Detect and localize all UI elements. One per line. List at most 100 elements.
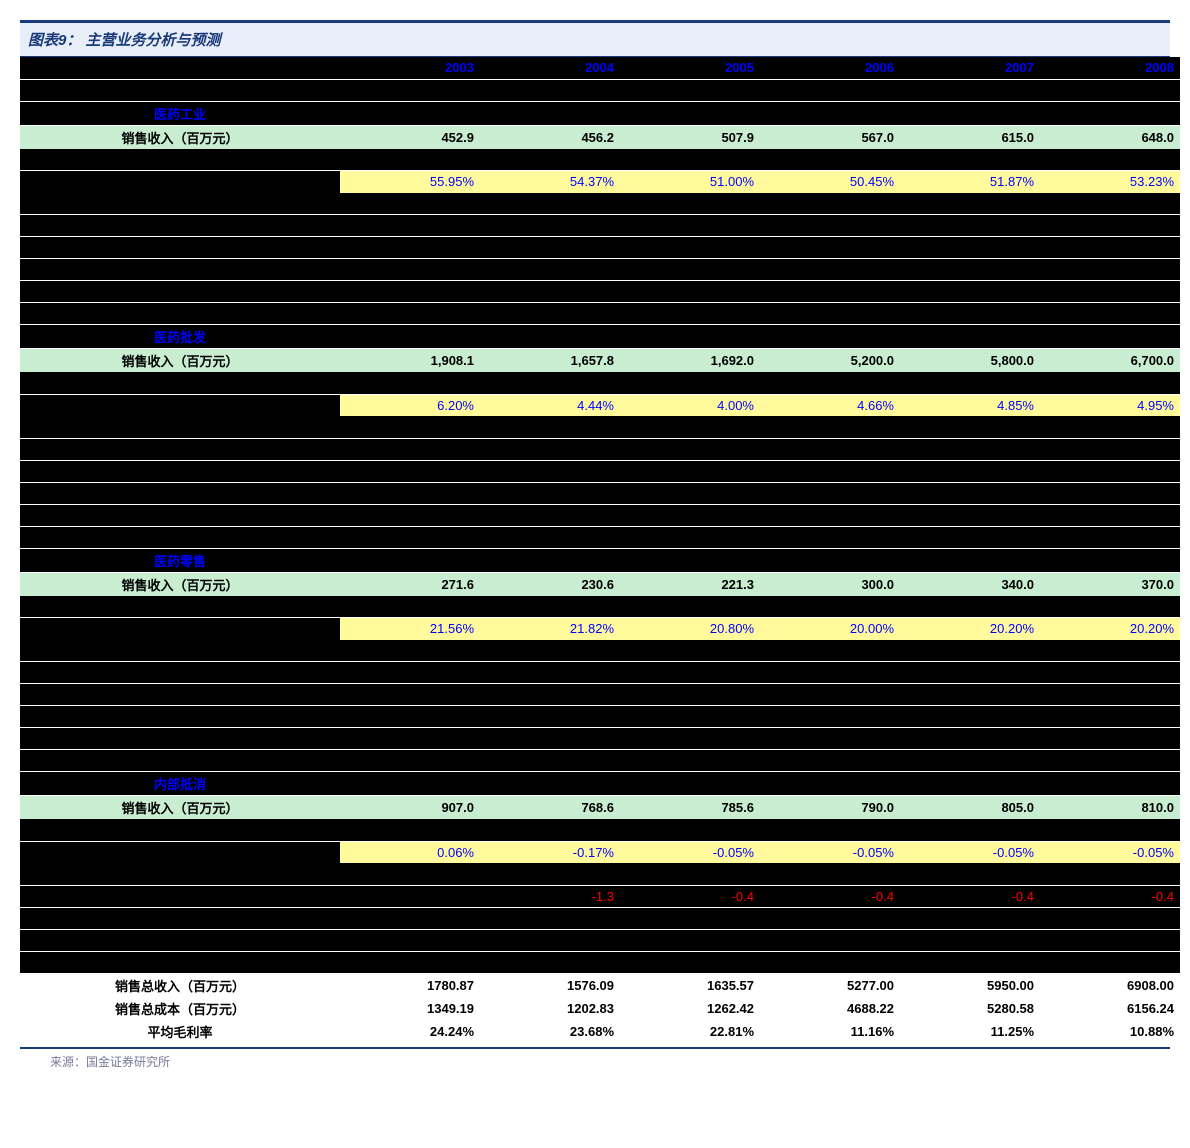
sec1-row3-col2 xyxy=(620,416,760,438)
sec2-row4-col2 xyxy=(620,662,760,684)
sec0-row2-col3: 50.45% xyxy=(760,171,900,193)
sec2-row2-col1: 21.82% xyxy=(480,618,620,640)
sec1-row4-label xyxy=(20,438,340,460)
section-2-col0 xyxy=(340,548,480,572)
sec2-row6-col0 xyxy=(340,706,480,728)
section-1-col1 xyxy=(480,325,620,349)
sec1-row6-col4 xyxy=(900,482,1040,504)
total-2-col5: 10.88% xyxy=(1040,1020,1180,1043)
sec3-row6-col4 xyxy=(900,929,1040,951)
sec0-row4-col2 xyxy=(620,215,760,237)
sec1-row6-col2 xyxy=(620,482,760,504)
sec3-row7-col1 xyxy=(480,951,620,973)
sec3-row1-col5 xyxy=(1040,819,1180,841)
total-2-label: 平均毛利率 xyxy=(20,1020,340,1043)
sec2-row7-col5 xyxy=(1040,728,1180,750)
chart-title: 图表9： 主营业务分析与预测 xyxy=(20,20,1170,57)
sec1-row5-label xyxy=(20,460,340,482)
sec2-row5-col4 xyxy=(900,684,1040,706)
sec1-row5-col1 xyxy=(480,460,620,482)
sec1-row5-col0 xyxy=(340,460,480,482)
sec0-row6-col5 xyxy=(1040,259,1180,281)
sec2-row5-col1 xyxy=(480,684,620,706)
sec0-row6-col3 xyxy=(760,259,900,281)
sec1-row8-col3 xyxy=(760,526,900,548)
sec1-row2-col4: 4.85% xyxy=(900,394,1040,416)
sec1-row4-col2 xyxy=(620,438,760,460)
sec3-row4-col4: -0.4 xyxy=(900,885,1040,907)
sec0-row8-col4 xyxy=(900,303,1040,325)
sec1-row3-col4 xyxy=(900,416,1040,438)
sec1-row5-col5 xyxy=(1040,460,1180,482)
sec2-row0-col2: 221.3 xyxy=(620,572,760,596)
total-1-col1: 1202.83 xyxy=(480,997,620,1020)
sec0-row4-col5 xyxy=(1040,215,1180,237)
sec0-row0-label: 销售收入（百万元） xyxy=(20,125,340,149)
total-1-col2: 1262.42 xyxy=(620,997,760,1020)
sec1-row3-col3 xyxy=(760,416,900,438)
sec3-row4-col3: -0.4 xyxy=(760,885,900,907)
sec3-row5-col5 xyxy=(1040,907,1180,929)
sec2-row6-label xyxy=(20,706,340,728)
sec0-row4-col3 xyxy=(760,215,900,237)
sec0-row0-col3: 567.0 xyxy=(760,125,900,149)
sec0-row0-col2: 507.9 xyxy=(620,125,760,149)
total-1-label: 销售总成本（百万元） xyxy=(20,997,340,1020)
sec2-row3-col0 xyxy=(340,640,480,662)
sec2-row2-col2: 20.80% xyxy=(620,618,760,640)
sec0-row3-col5 xyxy=(1040,193,1180,215)
sec0-row8-col3 xyxy=(760,303,900,325)
section-2-col2 xyxy=(620,548,760,572)
sec0-row7-label xyxy=(20,281,340,303)
sec0-row4-label xyxy=(20,215,340,237)
sec3-row4-col1: -1.3 xyxy=(480,885,620,907)
sec2-row5-col5 xyxy=(1040,684,1180,706)
sec0-row7-col3 xyxy=(760,281,900,303)
sec3-row0-col3: 790.0 xyxy=(760,796,900,820)
sec2-row6-col2 xyxy=(620,706,760,728)
year-header-label xyxy=(20,57,340,79)
sec2-row2-col0: 21.56% xyxy=(340,618,480,640)
sec0-row2-col0: 55.95% xyxy=(340,171,480,193)
sec2-row7-col3 xyxy=(760,728,900,750)
sec2-row7-label xyxy=(20,728,340,750)
sec1-row0-col4: 5,800.0 xyxy=(900,349,1040,373)
sec1-row7-col2 xyxy=(620,504,760,526)
header-blank-label xyxy=(20,79,340,101)
sec3-row3-col4 xyxy=(900,863,1040,885)
sec1-row3-col0 xyxy=(340,416,480,438)
sec3-row2-col2: -0.05% xyxy=(620,841,760,863)
sec1-row0-col1: 1,657.8 xyxy=(480,349,620,373)
sec1-row0-label: 销售收入（百万元） xyxy=(20,349,340,373)
sec0-row5-col2 xyxy=(620,237,760,259)
sec2-row2-col5: 20.20% xyxy=(1040,618,1180,640)
section-2-label: 医药零售 xyxy=(20,548,340,572)
sec0-row5-label xyxy=(20,237,340,259)
total-2-col4: 11.25% xyxy=(900,1020,1040,1043)
sec2-row3-label xyxy=(20,640,340,662)
sec1-row1-col2 xyxy=(620,372,760,394)
sec0-row3-col2 xyxy=(620,193,760,215)
sec1-row6-col1 xyxy=(480,482,620,504)
sec1-row8-col0 xyxy=(340,526,480,548)
year-header-col0: 2003 xyxy=(340,57,480,79)
section-3-col1 xyxy=(480,772,620,796)
sec3-row1-col3 xyxy=(760,819,900,841)
section-0-col2 xyxy=(620,101,760,125)
header-blank-col0 xyxy=(340,79,480,101)
sec2-row3-col1 xyxy=(480,640,620,662)
sec1-row0-col2: 1,692.0 xyxy=(620,349,760,373)
sec0-row7-col2 xyxy=(620,281,760,303)
forecast-table: 200320042005200620072008医药工业销售收入（百万元）452… xyxy=(20,57,1180,1043)
sec1-row8-col5 xyxy=(1040,526,1180,548)
sec1-row8-col4 xyxy=(900,526,1040,548)
section-2-col3 xyxy=(760,548,900,572)
sec2-row0-col3: 300.0 xyxy=(760,572,900,596)
sec3-row3-col3 xyxy=(760,863,900,885)
section-0-col1 xyxy=(480,101,620,125)
section-0-col5 xyxy=(1040,101,1180,125)
sec0-row6-col2 xyxy=(620,259,760,281)
sec2-row7-col4 xyxy=(900,728,1040,750)
sec1-row3-col1 xyxy=(480,416,620,438)
sec3-row2-col1: -0.17% xyxy=(480,841,620,863)
